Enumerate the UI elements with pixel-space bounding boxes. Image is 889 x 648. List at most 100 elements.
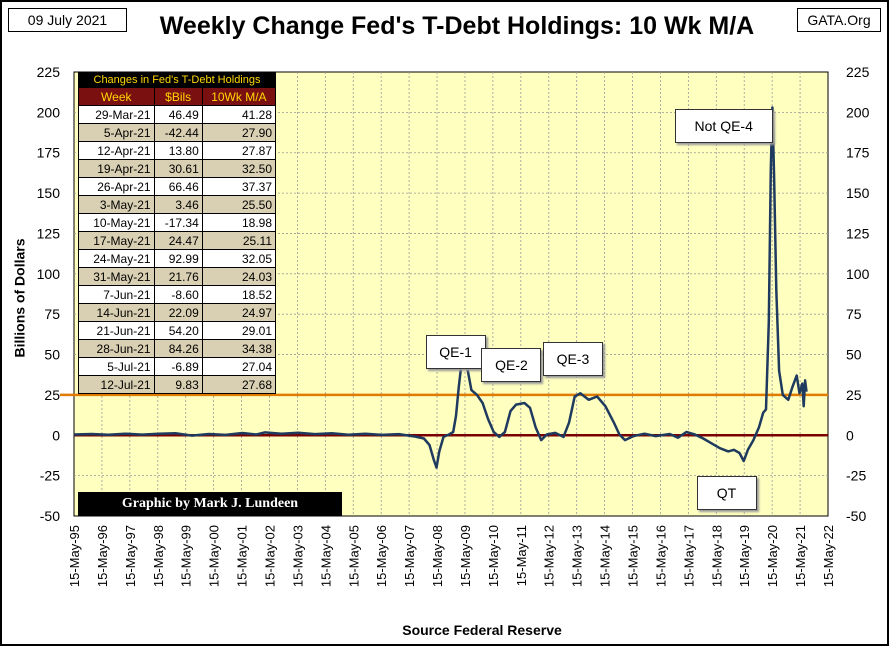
- table-cell-ma: 24.97: [201, 303, 277, 322]
- table-cell-bils: 54.20: [153, 321, 203, 340]
- y-tick-label-right: 125: [846, 225, 870, 241]
- table-cell-ma: 37.37: [201, 177, 277, 196]
- y-tick-label-left: 200: [37, 104, 61, 120]
- y-tick-label-right: -25: [846, 468, 866, 484]
- table-cell-week: 24-May-21: [78, 249, 155, 268]
- table-cell-ma: 18.52: [201, 285, 277, 304]
- y-axis-label-text: Billions of Dollars: [12, 238, 28, 357]
- y-tick-label-left: 175: [37, 145, 61, 161]
- x-tick-label: 15-May-99: [179, 525, 194, 587]
- x-tick-label: 15-May-15: [626, 525, 641, 587]
- y-tick-label-right: 100: [846, 266, 870, 282]
- table-cell-ma: 18.98: [201, 213, 277, 232]
- y-tick-label-left: -50: [40, 508, 60, 524]
- y-tick-label-right: 25: [846, 387, 862, 403]
- table-cell-week: 3-May-21: [78, 195, 155, 214]
- table-cell-ma: 34.38: [201, 339, 277, 358]
- table-cell-ma: 27.04: [201, 357, 277, 376]
- table-cell-bils: 24.47: [153, 231, 203, 250]
- table-cell-ma: 32.50: [201, 159, 277, 178]
- x-tick-label: 15-May-08: [430, 525, 445, 587]
- table-cell-week: 5-Jul-21: [78, 357, 155, 376]
- table-cell-bils: -6.89: [153, 357, 203, 376]
- y-tick-label-right: 0: [846, 427, 854, 443]
- table-row: 26-Apr-21 66.46 37.37: [78, 177, 277, 196]
- table-cell-bils: -17.34: [153, 213, 203, 232]
- x-tick-label: 15-May-96: [95, 525, 110, 587]
- x-tick-label: 15-May-19: [737, 525, 752, 587]
- x-tick-label: 15-May-17: [681, 525, 696, 587]
- table-header-week: Week: [78, 87, 155, 106]
- table-cell-bils: 46.49: [153, 105, 203, 124]
- y-tick-label-left: 225: [37, 64, 61, 80]
- y-tick-label-right: 75: [846, 306, 862, 322]
- x-tick-label: 15-May-95: [67, 525, 82, 587]
- y-tick-label-left: 0: [52, 427, 60, 443]
- annotation-callout: QE-1: [425, 335, 486, 370]
- y-tick-label-right: 50: [846, 347, 862, 363]
- y-tick-label-left: 125: [37, 225, 61, 241]
- table-row: 29-Mar-21 46.49 41.28: [78, 105, 277, 124]
- table-row: 14-Jun-21 22.09 24.97: [78, 303, 277, 322]
- annotation-callout: QE-3: [542, 341, 603, 376]
- y-tick-label-left: 150: [37, 185, 61, 201]
- x-tick-label: 15-May-04: [318, 525, 333, 587]
- x-tick-label: 15-May-20: [765, 525, 780, 587]
- y-tick-label-right: 150: [846, 185, 870, 201]
- credit-banner: Graphic by Mark J. Lundeen: [78, 492, 342, 516]
- table-cell-week: 12-Jul-21: [78, 375, 155, 394]
- table-row: 12-Apr-21 13.80 27.87: [78, 141, 277, 160]
- table-cell-ma: 32.05: [201, 249, 277, 268]
- table-row: 19-Apr-21 30.61 32.50: [78, 159, 277, 178]
- table-cell-bils: -8.60: [153, 285, 203, 304]
- table-cell-bils: 84.26: [153, 339, 203, 358]
- x-tick-label: 15-May-98: [151, 525, 166, 587]
- y-axis-label: Billions of Dollars: [12, 238, 28, 357]
- y-tick-label-right: 175: [846, 145, 870, 161]
- x-tick-label: 15-May-09: [458, 525, 473, 587]
- y-tick-label-left: 75: [44, 306, 60, 322]
- x-tick-label: 15-May-03: [290, 525, 305, 587]
- table-header-bils: $Bils: [153, 87, 203, 106]
- table-cell-week: 28-Jun-21: [78, 339, 155, 358]
- x-tick-label: 15-May-10: [486, 525, 501, 587]
- table-cell-bils: -42.44: [153, 123, 203, 142]
- table-cell-week: 26-Apr-21: [78, 177, 155, 196]
- x-tick-label: 15-May-14: [598, 525, 613, 587]
- y-tick-label-right: 225: [846, 64, 870, 80]
- table-cell-bils: 3.46: [153, 195, 203, 214]
- y-tick-label-left: 50: [44, 347, 60, 363]
- x-tick-label: 15-May-11: [514, 525, 529, 586]
- table-row: 24-May-21 92.99 32.05: [78, 249, 277, 268]
- source-tag: GATA.Org: [797, 8, 881, 32]
- annotation-callout: Not QE-4: [674, 109, 773, 144]
- table-row: 28-Jun-21 84.26 34.38: [78, 339, 277, 358]
- table-cell-week: 31-May-21: [78, 267, 155, 286]
- table-cell-ma: 27.87: [201, 141, 277, 160]
- table-row: 31-May-21 21.76 24.03: [78, 267, 277, 286]
- annotation-callout: QT: [696, 475, 757, 510]
- table-cell-week: 7-Jun-21: [78, 285, 155, 304]
- table-cell-bils: 21.76: [153, 267, 203, 286]
- table-cell-bils: 30.61: [153, 159, 203, 178]
- table-cell-ma: 41.28: [201, 105, 277, 124]
- table-cell-week: 29-Mar-21: [78, 105, 155, 124]
- table-row: 12-Jul-21 9.83 27.68: [78, 375, 277, 394]
- table-cell-ma: 27.68: [201, 375, 277, 394]
- table-caption: Changes in Fed's T-Debt Holdings: [78, 72, 276, 88]
- x-tick-label: 15-May-13: [570, 525, 585, 587]
- table-cell-week: 5-Apr-21: [78, 123, 155, 142]
- x-tick-label: 15-May-06: [374, 525, 389, 587]
- table-row: 21-Jun-21 54.20 29.01: [78, 321, 277, 340]
- series-line: [73, 106, 808, 469]
- table-cell-ma: 25.11: [201, 231, 277, 250]
- x-tick-label: 15-May-02: [262, 525, 277, 587]
- x-axis-label: Source Federal Reserve: [402, 622, 562, 638]
- table-cell-ma: 25.50: [201, 195, 277, 214]
- table-cell-week: 17-May-21: [78, 231, 155, 250]
- table-cell-week: 19-Apr-21: [78, 159, 155, 178]
- table-cell-ma: 27.90: [201, 123, 277, 142]
- table-cell-week: 14-Jun-21: [78, 303, 155, 322]
- table-cell-week: 12-Apr-21: [78, 141, 155, 160]
